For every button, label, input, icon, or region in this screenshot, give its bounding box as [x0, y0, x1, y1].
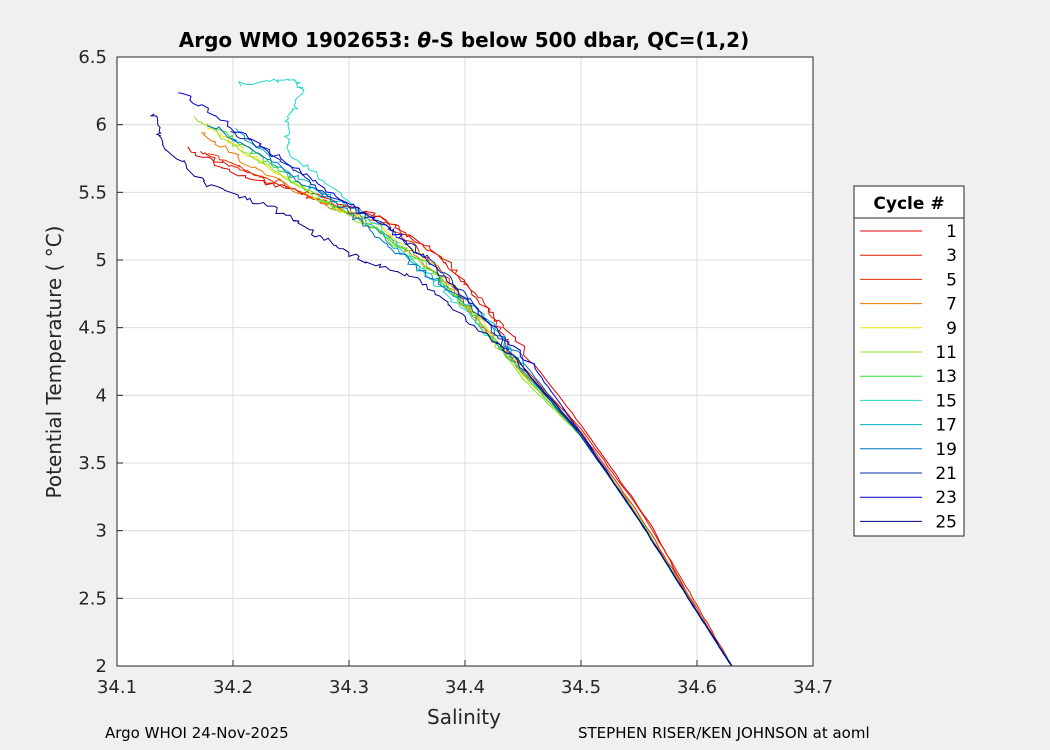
footer-right-text: STEPHEN RISER/KEN JOHNSON at aoml: [578, 724, 870, 742]
y-tick-label: 6.5: [78, 47, 107, 68]
legend-label-cycle-23: 23: [935, 488, 957, 508]
x-tick-label: 34.5: [561, 677, 601, 698]
x-axis-label: Salinity: [427, 705, 501, 729]
legend-title: Cycle #: [873, 194, 944, 214]
series-line-cycle-25: [149, 113, 733, 667]
legend-label-cycle-17: 17: [935, 416, 957, 436]
legend-label-cycle-11: 11: [935, 343, 957, 363]
y-tick-label: 4: [96, 385, 107, 406]
series-line-cycle-5: [207, 153, 733, 667]
y-axis-label: Potential Temperature ( °C): [42, 226, 66, 499]
x-tick-label: 34.4: [445, 677, 485, 698]
series-layer: [149, 78, 733, 667]
y-axis-ticks: 2 2.5 3 3.5 4 4.5 5 5.5 6 6.5: [78, 47, 123, 677]
y-tick-label: 3.5: [78, 453, 107, 474]
legend-label-cycle-7: 7: [946, 295, 957, 315]
x-tick-label: 34.6: [677, 677, 717, 698]
series-line-cycle-7: [201, 132, 733, 667]
y-tick-label: 5: [96, 250, 107, 271]
x-tick-label: 34.1: [97, 677, 137, 698]
y-tick-label: 5.5: [78, 182, 107, 203]
legend-label-cycle-21: 21: [935, 464, 957, 484]
legend-label-cycle-19: 19: [935, 440, 957, 460]
y-tick-label: 2.5: [78, 588, 107, 609]
legend-label-cycle-13: 13: [935, 367, 957, 387]
x-tick-label: 34.2: [213, 677, 253, 698]
y-tick-label: 6: [96, 115, 107, 136]
chart-title: Argo WMO 1902653: θ-S below 500 dbar, QC…: [179, 28, 749, 52]
y-tick-label: 3: [96, 521, 107, 542]
legend-label-cycle-15: 15: [935, 391, 957, 411]
x-axis-ticks: 34.1 34.2 34.3 34.4 34.5 34.6 34.7: [97, 660, 833, 698]
legend-label-cycle-5: 5: [946, 270, 957, 290]
x-tick-label: 34.3: [329, 677, 369, 698]
grid-lines: [117, 57, 813, 666]
legend-label-cycle-3: 3: [946, 246, 957, 266]
legend-label-cycle-25: 25: [935, 512, 957, 532]
y-tick-label: 2: [96, 656, 107, 677]
y-tick-label: 4.5: [78, 318, 107, 339]
legend-label-cycle-9: 9: [946, 319, 957, 339]
x-tick-label: 34.7: [793, 677, 833, 698]
footer-left-text: Argo WHOI 24-Nov-2025: [105, 724, 289, 742]
legend-label-cycle-1: 1: [946, 222, 957, 242]
legend-box: [853, 185, 965, 537]
